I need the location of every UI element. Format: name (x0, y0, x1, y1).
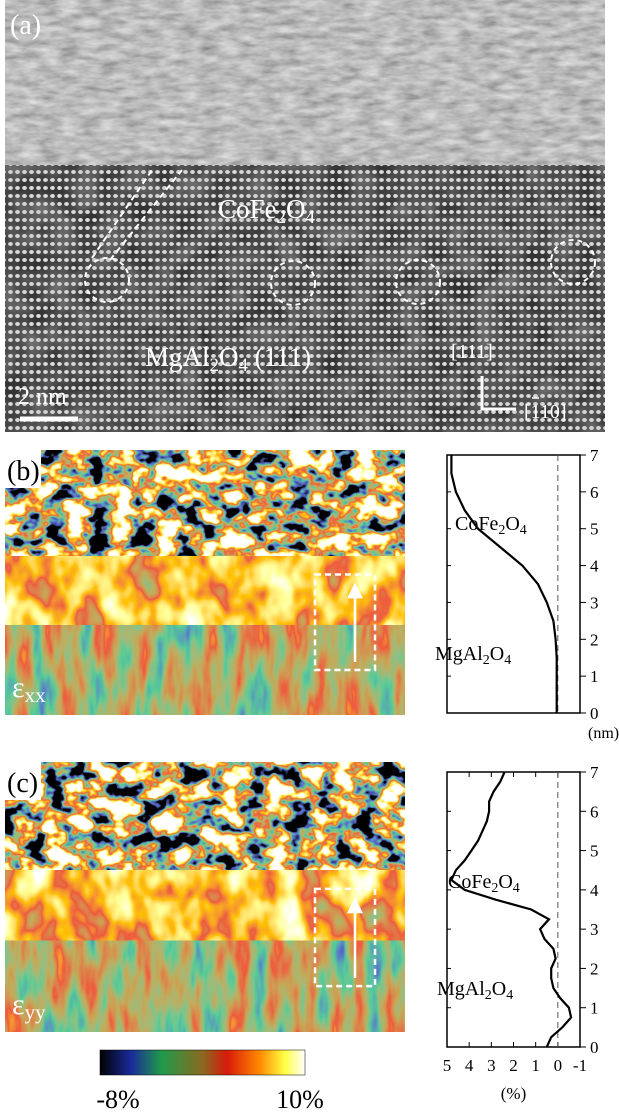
map-red (5, 865, 405, 941)
figure: (a)CoFe2O4MgAl2O4 (111)2 nm[111][110](b)… (0, 0, 619, 1119)
panel-label: (b) (7, 456, 40, 487)
y-tick-label: 4 (590, 557, 599, 576)
text-part: MgAl (435, 643, 483, 665)
subscript: 2 (491, 881, 498, 896)
y-tick-label: 3 (590, 593, 599, 612)
colorbar-label: -8% (96, 1085, 139, 1114)
text-part: O (505, 513, 519, 535)
direction-label: [110] (524, 401, 567, 423)
map-red (5, 551, 405, 625)
x-tick-label: 2 (509, 1056, 518, 1075)
annotation: CoFe2O4 (455, 513, 527, 538)
y-tick-label: 6 (590, 483, 599, 502)
map-chaos (5, 762, 405, 870)
y-tick-label: 1 (590, 999, 599, 1018)
annotation: CoFe2O4 (448, 871, 520, 896)
text-part: MgAl (437, 978, 485, 1000)
annotation: MgAl2O4 (435, 643, 511, 668)
subscript: 2 (277, 207, 286, 228)
text-part: ε (12, 671, 25, 704)
subscript: 4 (504, 653, 511, 668)
y-tick-label: 0 (590, 1038, 599, 1057)
profile-line (451, 772, 571, 1047)
text-part: O (490, 643, 504, 665)
scale-bar-label: 2 nm (18, 384, 67, 410)
text-part: ε (12, 988, 25, 1021)
text-part: O (219, 342, 239, 372)
x-tick-label: -1 (573, 1056, 587, 1075)
y-tick-label: 6 (590, 802, 599, 821)
page: {"panel_a": {"label": "(a)", "film": ["C… (0, 0, 619, 1119)
text-part: O (492, 978, 506, 1000)
text-part: O (498, 871, 512, 893)
panel-label: (a) (10, 10, 41, 41)
y-tick-label: 2 (590, 630, 599, 649)
subscript: 4 (506, 988, 513, 1003)
text-part: O (286, 194, 306, 224)
x-tick-label: 0 (554, 1056, 563, 1075)
colorbar-label: 10% (276, 1085, 324, 1114)
text-part: CoFe (218, 194, 277, 224)
text-part: MgAl (145, 342, 210, 372)
subscript: xx (25, 683, 47, 707)
subscript: 2 (485, 988, 492, 1003)
amorphous-layer (5, 0, 605, 165)
plot-frame (447, 455, 580, 713)
text-part: CoFe (455, 513, 498, 535)
y-axis-label: (nm) (588, 725, 619, 742)
y-tick-label: 5 (590, 520, 599, 539)
subscript: yy (25, 1000, 47, 1024)
plot-frame (447, 772, 580, 1047)
x-tick-label: 4 (465, 1056, 474, 1075)
subscript: 4 (520, 523, 527, 538)
y-tick-label: 3 (590, 920, 599, 939)
y-tick-label: 7 (590, 763, 599, 782)
substrate-label: MgAl2O4 (111) (145, 342, 311, 376)
y-tick-label: 4 (590, 881, 599, 900)
subscript: 4 (305, 207, 315, 228)
panel-label: (c) (7, 768, 38, 799)
subscript: 2 (210, 355, 219, 376)
y-tick-label: 5 (590, 842, 599, 861)
film-label: CoFe2O4 (218, 194, 315, 228)
map-chaos (5, 450, 405, 556)
direction-label: [111] (451, 341, 493, 363)
x-tick-label: 5 (443, 1056, 452, 1075)
subscript: 2 (498, 523, 505, 538)
y-tick-label: 1 (590, 667, 599, 686)
x-axis-label: (%) (501, 1084, 526, 1103)
x-tick-label: 3 (487, 1056, 496, 1075)
colorbar (100, 1050, 305, 1075)
y-tick-label: 0 (590, 704, 599, 723)
subscript: 4 (513, 881, 520, 896)
text-part: CoFe (448, 871, 491, 893)
profile-line (451, 455, 556, 713)
y-tick-label: 2 (590, 959, 599, 978)
x-tick-label: 1 (531, 1056, 540, 1075)
text-part: (111) (248, 342, 311, 372)
subscript: 2 (483, 653, 490, 668)
annotation: MgAl2O4 (437, 978, 513, 1003)
y-tick-label: 7 (590, 446, 599, 465)
